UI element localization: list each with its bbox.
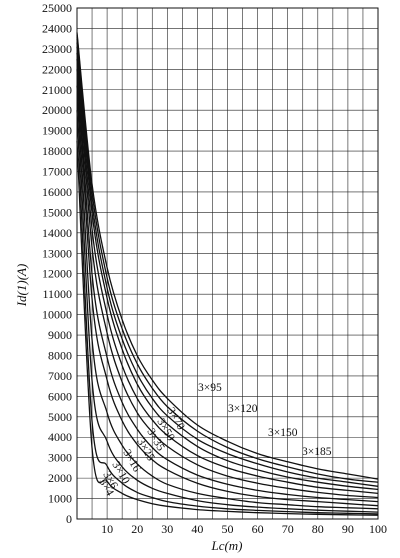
x-tick-label: 10 <box>101 522 113 536</box>
series-line <box>76 42 379 495</box>
x-tick-label: 40 <box>191 522 203 536</box>
x-axis-label: Lc(m) <box>210 538 242 553</box>
y-tick-label: 2000 <box>48 471 72 485</box>
y-tick-label: 21000 <box>42 83 72 97</box>
y-tick-label: 8000 <box>48 348 72 362</box>
y-tick-label: 16000 <box>42 185 72 199</box>
curve-label: 3×95 <box>198 382 222 394</box>
y-tick-label: 12000 <box>42 267 72 281</box>
y-tick-label: 1000 <box>48 492 72 506</box>
series-line <box>76 59 379 507</box>
series-line <box>76 85 379 513</box>
y-tick-label: 19000 <box>42 124 72 138</box>
series-line <box>76 34 379 483</box>
series-line <box>76 69 379 510</box>
series-line <box>76 46 379 499</box>
series-line <box>76 38 379 491</box>
y-tick-label: 25000 <box>42 1 72 15</box>
y-tick-label: 20000 <box>42 103 72 117</box>
y-tick-label: 4000 <box>48 430 72 444</box>
curve-label: 3×120 <box>228 403 258 415</box>
y-tick-label: 10000 <box>42 308 72 322</box>
plot-frame <box>76 7 379 520</box>
series-line <box>76 140 379 516</box>
y-tick-label: 9000 <box>48 328 72 342</box>
series-line <box>76 36 379 487</box>
curve-label: 3×185 <box>302 446 332 458</box>
y-tick-label: 24000 <box>42 21 72 35</box>
y-tick-label: 6000 <box>48 389 72 403</box>
y-tick-label: 7000 <box>48 369 72 383</box>
y-tick-label: 17000 <box>42 165 72 179</box>
y-tick-label: 22000 <box>42 62 72 76</box>
curve-labels: 3×953×1203×1503×1853×703×503×353×253×163… <box>96 382 331 498</box>
x-tick-label: 30 <box>161 522 173 536</box>
x-tick-labels: 10 20 30 40 50 60 70 80 90 100 <box>101 522 387 536</box>
x-tick-label: 70 <box>282 522 294 536</box>
grid <box>77 8 378 519</box>
curve-label: 3×150 <box>268 427 298 439</box>
x-tick-label: 60 <box>252 522 264 536</box>
y-tick-label: 11000 <box>42 287 72 301</box>
y-tick-label: 15000 <box>42 205 72 219</box>
y-tick-label: 5000 <box>48 410 72 424</box>
x-tick-label: 80 <box>312 522 324 536</box>
y-tick-labels: 0 1000 2000 3000 4000 5000 6000 7000 8000 9000 100… <box>42 1 72 526</box>
series-line <box>76 52 379 503</box>
x-tick-label: 20 <box>131 522 143 536</box>
series-line <box>76 110 379 515</box>
y-tick-label: 14000 <box>42 226 72 240</box>
y-tick-label: 3000 <box>48 451 72 465</box>
y-axis-label: Id(1)(A) <box>14 264 29 308</box>
series-line <box>76 32 379 480</box>
x-tick-label: 100 <box>369 522 387 536</box>
y-tick-label: 13000 <box>42 246 72 260</box>
y-tick-label: 0 <box>66 512 72 526</box>
curves <box>76 32 379 516</box>
x-tick-label: 50 <box>222 522 234 536</box>
y-tick-label: 23000 <box>42 42 72 56</box>
y-tick-label: 18000 <box>42 144 72 158</box>
x-tick-label: 90 <box>342 522 354 536</box>
